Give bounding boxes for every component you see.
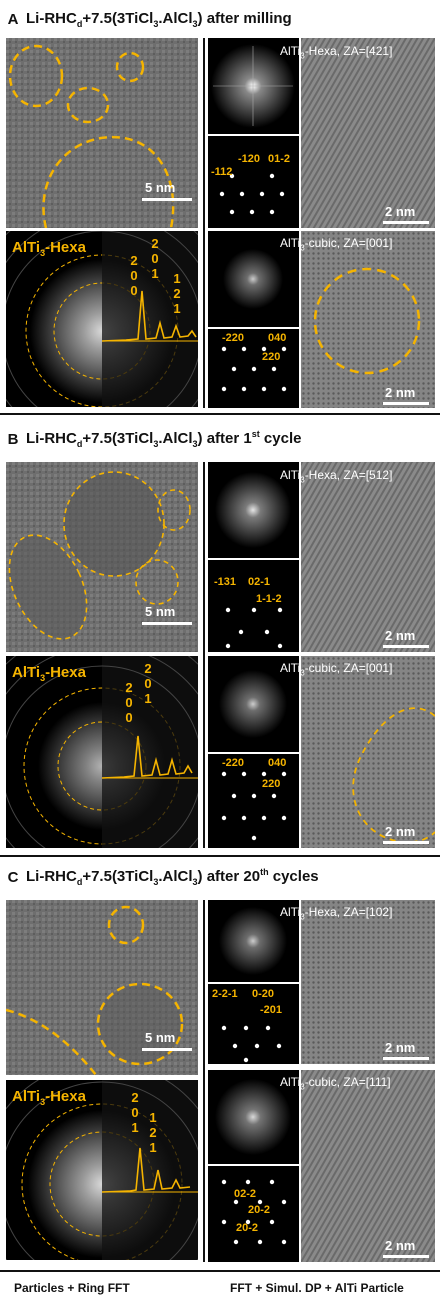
section-c-hexa-scale-bar: [383, 1057, 429, 1060]
section-c-tem-image: 5 nm: [6, 900, 198, 1075]
section-a-hexa-scale-bar: [383, 221, 429, 224]
section-b-cubic-label: AlTi3-cubic, ZA=[001]: [280, 661, 393, 678]
section-a-bottom-rule: [0, 413, 440, 415]
section-c-ring-pattern: [6, 1080, 198, 1260]
section-a-cubic-scale-bar: [383, 402, 429, 405]
section-a-ring-pattern: [6, 231, 198, 407]
section-c-hexa-fft: [208, 900, 299, 982]
section-b-particle-outlines: [6, 462, 198, 652]
section-c-letter: C: [7, 868, 19, 886]
section-b-hexa-dp-idx-2: 02-1: [248, 576, 271, 588]
section-b-cubic-dp: -220 040 220: [208, 754, 299, 848]
section-c-tem-scale-bar: [142, 1048, 192, 1051]
section-c-cubic-scale-bar: [383, 1255, 429, 1258]
section-a-hexa-scale-label: 2 nm: [385, 204, 416, 219]
section-a-hexa-dp-idx-2: -120: [238, 153, 261, 165]
section-c-hexa-scale-label: 2 nm: [385, 1040, 416, 1055]
section-a-hexa-label: AlTi3-Hexa, ZA=[421]: [280, 44, 393, 61]
section-a-hexa-particle: 2 nm: [301, 38, 435, 228]
section-c-cubic-dp-idx-3: 20-2: [236, 1222, 259, 1234]
section-b-header: B Li-RHCd+7.5(3TiCl3.AlCl3) after 1st cy…: [0, 420, 440, 458]
section-c-title: Li-RHCd+7.5(3TiCl3.AlCl3) after 20th cyc…: [26, 867, 319, 887]
section-b-divider: [203, 462, 205, 848]
section-b-cubic-fft: [208, 656, 299, 752]
section-a-ring-label: AlTi3-Hexa: [12, 239, 86, 258]
section-a-hexa-dp-idx-3: 01-2: [268, 153, 291, 165]
section-b-cubic-scale-bar: [383, 841, 429, 844]
section-c-hexa-dp-idx-3: -201: [260, 1004, 283, 1016]
section-c-hexa-dp-idx-1: 2-2-1: [212, 988, 238, 1000]
section-b-tem-scale-label: 5 nm: [145, 604, 176, 619]
section-a-divider: [203, 38, 205, 408]
section-c-cubic-dp-idx-2: 20-2: [248, 1204, 271, 1216]
section-a-hexa-dp-idx-1: -112: [211, 166, 233, 178]
section-b-hexa-label: AlTi3-Hexa, ZA=[512]: [280, 468, 393, 485]
section-b-tem-image: 5 nm: [6, 462, 198, 652]
section-a-cubic-dp: -220 040 220: [208, 329, 299, 408]
section-a-tem-scale-bar: [142, 198, 192, 201]
section-a-header: A Li-RHCd+7.5(3TiCl3.AlCl3) after millin…: [0, 0, 440, 38]
section-b-hexa-dp: -131 02-1 1-1-2: [208, 560, 299, 652]
section-b-title: Li-RHCd+7.5(3TiCl3.AlCl3) after 1st cycl…: [26, 429, 302, 449]
section-c-particle-outlines: [6, 900, 198, 1075]
section-b-ring-label: AlTi3-Hexa: [12, 664, 86, 683]
section-a-cubic-fft: [208, 231, 299, 327]
section-b-cubic-dp-idx-3: 220: [262, 778, 281, 790]
section-a-letter: A: [7, 10, 19, 28]
section-a-cubic-dp-idx-1: -220: [222, 332, 245, 344]
section-a-tem-scale-label: 5 nm: [145, 180, 176, 195]
section-c-tem-scale-label: 5 nm: [145, 1030, 176, 1045]
section-c-cubic-label: AlTi3-cubic, ZA=[111]: [280, 1075, 391, 1092]
section-b-hexa-particle: 2 nm: [301, 462, 435, 652]
section-b-hexa-fft: [208, 462, 299, 558]
section-c-hexa-label: AlTi3-Hexa, ZA=[102]: [280, 905, 393, 922]
section-a-cubic-particle: 2 nm: [301, 231, 435, 408]
section-a-title: Li-RHCd+7.5(3TiCl3.AlCl3) after milling: [26, 9, 292, 29]
section-a-tem-image: 5 nm: [6, 38, 198, 228]
section-b-hexa-scale-label: 2 nm: [385, 628, 416, 643]
section-b-cubic-scale-label: 2 nm: [385, 824, 416, 839]
section-b-cubic-particle: 2 nm: [301, 656, 435, 848]
section-b-ring-pattern: [6, 656, 198, 848]
footer-rule: [0, 1270, 440, 1272]
section-a-hexa-dp: -112 -120 01-2: [208, 136, 299, 228]
section-c-cubic-dp: 02-2 20-2 20-2: [208, 1166, 299, 1262]
section-c-header: C Li-RHCd+7.5(3TiCl3.AlCl3) after 20th c…: [0, 858, 440, 896]
section-b-cubic-dp-idx-2: 040: [268, 757, 287, 769]
section-a-cubic-dp-idx-3: 220: [262, 351, 281, 363]
section-b-letter: B: [7, 430, 19, 448]
section-a-cubic-label: AlTi3-cubic, ZA=[001]: [280, 236, 393, 253]
section-b-hexa-dp-idx-1: -131: [214, 576, 237, 588]
section-a-particle-outlines: [6, 38, 198, 228]
section-c-divider: [203, 900, 205, 1262]
section-b-hexa-dp-idx-3: 1-1-2: [256, 593, 282, 605]
section-c-cubic-particle: 2 nm: [301, 1070, 435, 1262]
section-a-hexa-fft: [208, 38, 299, 134]
section-b-hexa-scale-bar: [383, 645, 429, 648]
footer-right-caption: FFT + Simul. DP + AlTi Particle: [230, 1281, 404, 1295]
footer-left-caption: Particles + Ring FFT: [14, 1281, 130, 1295]
section-c-cubic-dp-idx-1: 02-2: [234, 1188, 257, 1200]
section-c-hexa-dp-idx-2: 0-20: [252, 988, 275, 1000]
section-c-hexa-particle: 2 nm: [301, 900, 435, 1064]
section-c-hexa-dp: 2-2-1 0-20 -201: [208, 984, 299, 1064]
section-c-ring-label: AlTi3-Hexa: [12, 1088, 86, 1107]
section-b-tem-scale-bar: [142, 622, 192, 625]
section-a-cubic-scale-label: 2 nm: [385, 385, 416, 400]
section-c-cubic-fft: [208, 1070, 299, 1164]
section-b-bottom-rule: [0, 855, 440, 857]
section-a-cubic-dp-idx-2: 040: [268, 332, 287, 344]
section-b-cubic-dp-idx-1: -220: [222, 757, 245, 769]
section-c-cubic-scale-label: 2 nm: [385, 1238, 416, 1253]
